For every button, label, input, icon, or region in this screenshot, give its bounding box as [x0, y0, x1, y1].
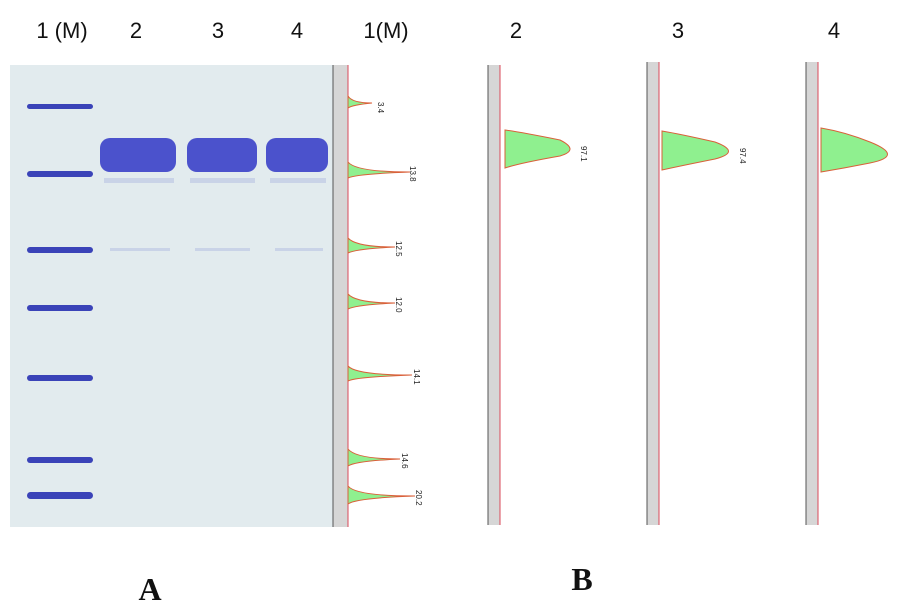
figure: 1 (M) 2 3 4 1(M) 2 3 4 3.4: [0, 0, 900, 603]
peak-label: 14.1: [412, 369, 421, 385]
panel-label: A: [138, 571, 161, 603]
panel-label: B: [571, 561, 592, 597]
peak-label: 20.2: [414, 490, 423, 506]
peak-label: 13.8: [408, 166, 417, 182]
trace-label: 2: [510, 18, 522, 43]
peak-label: 12.5: [394, 241, 403, 257]
peak-label: 14.6: [400, 453, 409, 469]
trace-label: 3: [672, 18, 684, 43]
trace-label: 4: [828, 18, 840, 43]
lane-trace: [806, 62, 888, 525]
peak-label: 97.4: [738, 148, 747, 164]
peak-label: 12.0: [394, 297, 403, 313]
trace-label: 1(M): [363, 18, 408, 43]
peak-label: 3.4: [376, 102, 385, 114]
lane-label: 2: [130, 18, 142, 43]
gel: [10, 65, 333, 527]
lane-label: 3: [212, 18, 224, 43]
lane-label: 4: [291, 18, 303, 43]
lane-trace: [488, 65, 570, 525]
peak-label: 97.1: [579, 146, 588, 162]
lane-trace: [647, 62, 729, 525]
lane-label: 1 (M): [36, 18, 87, 43]
